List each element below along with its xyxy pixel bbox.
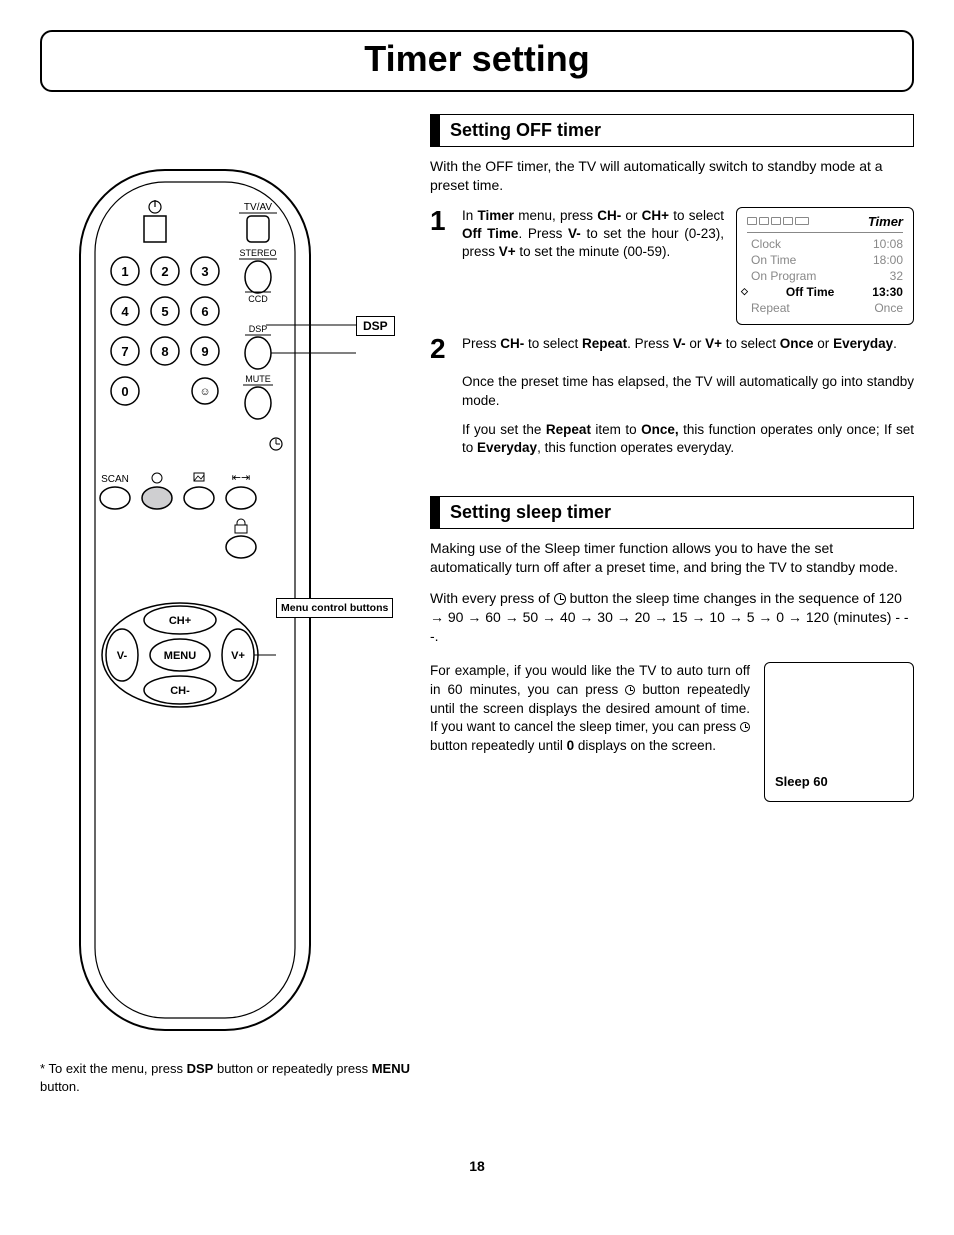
sleep-timer-intro: Making use of the Sleep timer function a… xyxy=(430,539,914,577)
svg-text:4: 4 xyxy=(121,304,129,319)
svg-text:CH+: CH+ xyxy=(169,615,191,627)
right-column: Setting OFF timer With the OFF timer, th… xyxy=(430,110,914,1108)
step-1: 1 In Timer menu, press CH- or CH+ to sel… xyxy=(430,207,914,325)
osd-row: Clock10:08 xyxy=(747,236,903,252)
clock-icon xyxy=(554,593,566,605)
off-timer-heading: Setting OFF timer xyxy=(430,114,914,147)
svg-text:MENU: MENU xyxy=(164,650,196,662)
clock-icon xyxy=(740,722,750,732)
osd-tabs-icon xyxy=(747,217,809,225)
svg-text:MUTE: MUTE xyxy=(245,374,271,384)
svg-text:3: 3 xyxy=(201,264,208,279)
sleep-osd-box: Sleep 60 xyxy=(764,662,914,802)
svg-text:8: 8 xyxy=(161,344,168,359)
osd-row: On Program32 xyxy=(747,268,903,284)
exit-note: * To exit the menu, press DSP button or … xyxy=(40,1060,410,1095)
step-2-number: 2 xyxy=(430,335,452,363)
osd-row: Off Time13:30 xyxy=(747,284,903,300)
off-timer-explain-2: If you set the Repeat item to Once, this… xyxy=(462,421,914,459)
osd-row: RepeatOnce xyxy=(747,300,903,316)
svg-text:V-: V- xyxy=(117,650,128,662)
page-title: Timer setting xyxy=(42,38,912,80)
callout-dsp: DSP xyxy=(356,316,395,336)
off-timer-intro: With the OFF timer, the TV will automati… xyxy=(430,157,914,195)
timer-osd: Timer Clock10:08On Time18:00On Program32… xyxy=(736,207,914,325)
left-column: TV/AV STEREO CCD 1 2 3 4 5 6 7 xyxy=(40,110,410,1108)
svg-text:⇤⇥: ⇤⇥ xyxy=(232,472,250,484)
sleep-timer-heading: Setting sleep timer xyxy=(430,496,914,529)
svg-text:6: 6 xyxy=(201,304,208,319)
svg-text:2: 2 xyxy=(161,264,168,279)
off-timer-explain-1: Once the preset time has elapsed, the TV… xyxy=(462,373,914,411)
sleep-osd-label: Sleep 60 xyxy=(775,774,828,789)
svg-text:CH-: CH- xyxy=(170,685,190,697)
svg-text:SCAN: SCAN xyxy=(101,474,129,485)
clock-icon xyxy=(625,685,635,695)
step-1-number: 1 xyxy=(430,207,452,325)
callout-menu-controls: Menu control buttons xyxy=(276,598,393,618)
svg-text:1: 1 xyxy=(121,264,128,279)
svg-text:STEREO: STEREO xyxy=(239,248,276,258)
svg-text:TV/AV: TV/AV xyxy=(244,202,272,213)
osd-title: Timer xyxy=(868,214,903,229)
svg-text:5: 5 xyxy=(161,304,168,319)
svg-text:9: 9 xyxy=(201,344,208,359)
osd-row: On Time18:00 xyxy=(747,252,903,268)
svg-text:V+: V+ xyxy=(231,650,245,662)
svg-text:0: 0 xyxy=(121,384,128,399)
sleep-example-text: For example, if you would like the TV to… xyxy=(430,662,750,802)
content-columns: TV/AV STEREO CCD 1 2 3 4 5 6 7 xyxy=(40,110,914,1108)
svg-text:DSP: DSP xyxy=(249,324,268,334)
remote-diagram: TV/AV STEREO CCD 1 2 3 4 5 6 7 xyxy=(40,110,410,1040)
svg-text:CCD: CCD xyxy=(248,294,268,304)
step-2: 2 Press CH- to select Repeat. Press V- o… xyxy=(430,335,914,363)
sleep-example-row: For example, if you would like the TV to… xyxy=(430,662,914,802)
svg-text:7: 7 xyxy=(121,344,128,359)
svg-text:☺: ☺ xyxy=(199,386,210,398)
step-2-text: Press CH- to select Repeat. Press V- or … xyxy=(462,335,914,353)
sleep-timer-sequence: With every press of button the sleep tim… xyxy=(430,589,914,646)
step-1-text: In Timer menu, press CH- or CH+ to selec… xyxy=(462,207,724,325)
page-title-box: Timer setting xyxy=(40,30,914,92)
page-number: 18 xyxy=(40,1158,914,1174)
